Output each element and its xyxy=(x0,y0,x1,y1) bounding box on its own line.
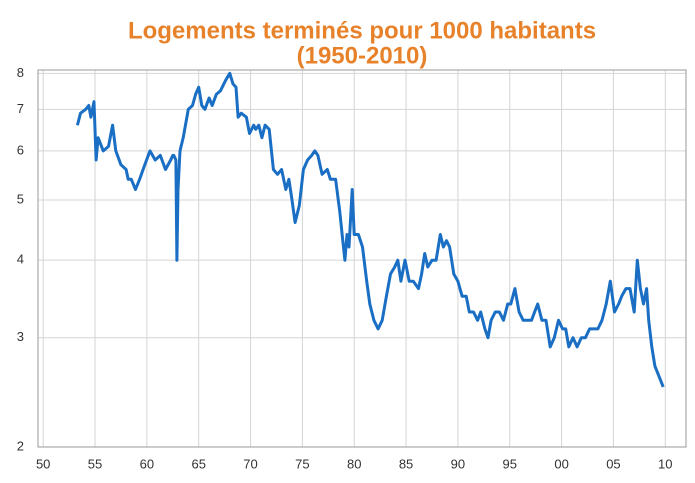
x-tick-label: 10 xyxy=(658,456,672,471)
y-tick-label: 3 xyxy=(17,329,24,344)
x-tick-label: 50 xyxy=(36,456,50,471)
y-tick-label: 5 xyxy=(17,191,24,206)
chart-title: (1950-2010) xyxy=(297,42,428,69)
plot-frame xyxy=(37,69,687,448)
y-tick-label: 2 xyxy=(17,438,24,453)
y-tick-label: 8 xyxy=(17,65,24,80)
x-tick-label: 00 xyxy=(554,456,568,471)
x-tick-label: 70 xyxy=(243,456,257,471)
x-tick-label: 95 xyxy=(503,456,517,471)
x-tick-label: 05 xyxy=(606,456,620,471)
x-tick-label: 60 xyxy=(140,456,154,471)
x-tick-label: 85 xyxy=(399,456,413,471)
x-tick-label: 75 xyxy=(295,456,309,471)
x-tick-label: 80 xyxy=(347,456,361,471)
y-tick-label: 4 xyxy=(17,252,24,267)
x-tick-label: 90 xyxy=(451,456,465,471)
data-line xyxy=(75,71,665,388)
y-tick-label: 7 xyxy=(17,101,24,116)
y-tick-label: 6 xyxy=(17,142,24,157)
chart-title: Logements terminés pour 1000 habitants xyxy=(128,17,596,44)
x-tick-label: 65 xyxy=(191,456,205,471)
x-tick-label: 55 xyxy=(88,456,102,471)
